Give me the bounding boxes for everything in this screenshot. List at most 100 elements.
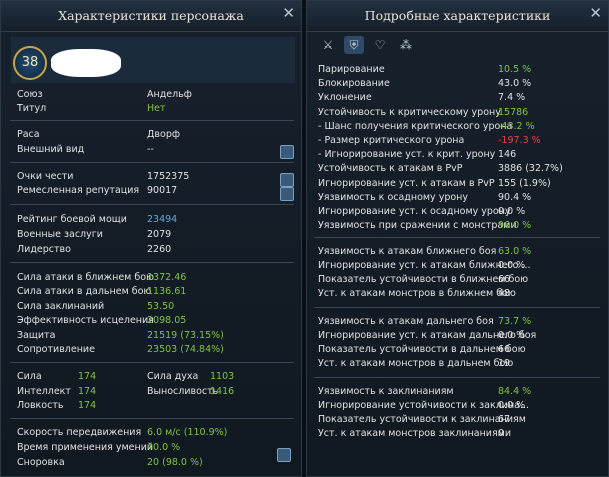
stat-label: Выносливость <box>147 385 219 397</box>
stat-label: Лидерство <box>17 244 71 255</box>
details-button[interactable] <box>277 448 291 462</box>
stat-label: Уст. к атакам монстров в дальнем бою <box>318 358 514 369</box>
level-badge: 38 <box>13 46 47 80</box>
shop-button[interactable] <box>280 173 294 187</box>
stat-label: Сила заклинаний <box>17 300 105 312</box>
appearance-button[interactable] <box>280 145 294 159</box>
stat-value: 10.5 % <box>498 64 532 75</box>
stat-label: Уклонение <box>318 92 372 104</box>
stat-label: Раса <box>17 129 40 140</box>
stat-label: Устойчивость к атакам в PvP <box>318 163 463 175</box>
stat-value: 0.0 % <box>498 330 526 341</box>
separator <box>10 262 294 263</box>
stat-value: 2079 <box>147 229 172 240</box>
stat-label: Военные заслуги <box>17 229 103 240</box>
stat-label: - Игнорирование уст. к крит. урону <box>318 149 496 161</box>
stat-value: 20 (98.0 %) <box>147 457 203 468</box>
stat-label: Ремесленная репутация <box>17 185 140 196</box>
stat-value: 23503 (74.84%) <box>147 344 224 355</box>
stat-label: Очки чести <box>17 171 74 182</box>
separator <box>10 162 294 163</box>
stat-label: Показатель устойчивости в дальнем бою <box>318 344 526 355</box>
stat-label: Эффективность исцеления <box>17 315 154 327</box>
stat-label: Блокирование <box>318 78 390 90</box>
stat-value: 1752375 <box>147 171 190 182</box>
stat-label: Союз <box>17 89 43 100</box>
stat-label: Интеллект <box>17 385 71 397</box>
stat-label: Рейтинг боевой мощи <box>17 214 127 225</box>
stat-label: Устойчивость к критическому урону <box>318 106 501 118</box>
stat-label: Сноровка <box>17 457 65 468</box>
stat-value: 96.0 % <box>498 220 532 232</box>
shop-button[interactable] <box>280 187 294 201</box>
stat-value: 0.0 % <box>498 400 526 411</box>
hidden-name <box>51 49 121 77</box>
stat-value: 67 <box>498 414 511 425</box>
stat-value: 0.0 % <box>498 260 526 271</box>
stat-value: 66 <box>498 274 511 285</box>
stat-value: 1416 <box>210 385 235 397</box>
stat-value: 0.0 % <box>498 206 526 217</box>
stat-value: 0 <box>498 428 505 439</box>
stat-label: - Шанс получения критического урона <box>318 120 513 132</box>
stat-value: 21519 (73.15%) <box>147 329 224 341</box>
stat-value: 7.4 % <box>498 92 526 104</box>
separator <box>10 204 294 205</box>
stat-label: Уязвимость к атакам ближнего боя <box>318 246 497 257</box>
stat-label: Игнорирование уст. к атакам дальнего боя <box>318 330 537 341</box>
stat-value: 174 <box>78 385 97 397</box>
close-button[interactable]: ✕ <box>589 4 602 22</box>
panel-title: Характеристики персонажа <box>1 1 301 32</box>
close-button[interactable]: ✕ <box>282 4 295 22</box>
stat-value: 2260 <box>147 244 172 255</box>
tab-defense[interactable]: ⛨ <box>344 36 364 54</box>
stat-label: Защита <box>17 329 56 341</box>
stat-value: 174 <box>78 371 97 382</box>
separator <box>10 418 294 419</box>
stat-value: 90017 <box>147 185 178 196</box>
stat-value: 53.50 <box>147 300 175 312</box>
stat-value: 73.7 % <box>498 316 532 327</box>
stat-value: 1103 <box>210 371 235 382</box>
separator <box>314 377 600 378</box>
tab-attack[interactable]: ⚔ <box>322 38 334 52</box>
stat-value: 155 (1.9%) <box>498 177 551 189</box>
stat-value: Андельф <box>147 89 192 100</box>
stat-value: 3886 (32.7%) <box>498 163 563 175</box>
stat-value: -43.2 % <box>498 120 535 132</box>
stat-value: 48 <box>498 288 511 299</box>
stat-value: 1136.61 <box>147 286 187 298</box>
stat-label: Внешний вид <box>17 144 85 155</box>
stat-label: Игнорирование уст. к атакам ближнего ... <box>318 260 531 271</box>
stat-label: Показатель устойчивости в ближнем бою <box>318 274 529 285</box>
stat-label: Уязвимость к заклинаниям <box>318 386 454 397</box>
stat-value: 2098.05 <box>147 315 187 327</box>
stat-value: 66 <box>498 344 511 355</box>
stat-label: Сила духа <box>147 371 199 382</box>
separator <box>314 237 600 238</box>
stat-value: 63.0 % <box>498 246 532 257</box>
stat-label: Уст. к атакам монстров заклинаниями <box>318 428 512 439</box>
stat-value: 19 <box>498 358 511 369</box>
stat-value: 146 <box>498 149 517 161</box>
stat-label: Ловкость <box>17 400 64 411</box>
panel-title: Подробные характеристики <box>307 1 608 32</box>
tab-misc[interactable]: ⁂ <box>400 38 412 52</box>
separator <box>10 120 294 121</box>
stat-label: Игнорирование уст. к осадному урону <box>318 206 511 217</box>
stat-label: Сила атаки в дальнем бою <box>17 286 152 298</box>
stat-value: 15786 <box>498 106 529 118</box>
stat-value: Дворф <box>147 129 180 140</box>
stat-value: -197.3 % <box>498 135 541 146</box>
stat-label: Уязвимость к атакам дальнего боя <box>318 316 494 327</box>
stat-label: Титул <box>17 103 47 114</box>
stat-label: Показатель устойчивости к заклинаниям <box>318 414 526 425</box>
stat-label: Игнорирование устойчивости к заклина... <box>318 400 530 411</box>
stat-label: Игнорирование уст. к атакам в PvP <box>318 177 495 189</box>
stat-label: Скорость передвижения <box>17 427 142 438</box>
tab-heal[interactable]: ♡ <box>374 38 386 52</box>
stat-value: 6.0 м/с (110.9%) <box>147 427 228 438</box>
stat-value: 23494 <box>147 214 178 225</box>
stat-label: - Размер критического урона <box>318 135 465 146</box>
